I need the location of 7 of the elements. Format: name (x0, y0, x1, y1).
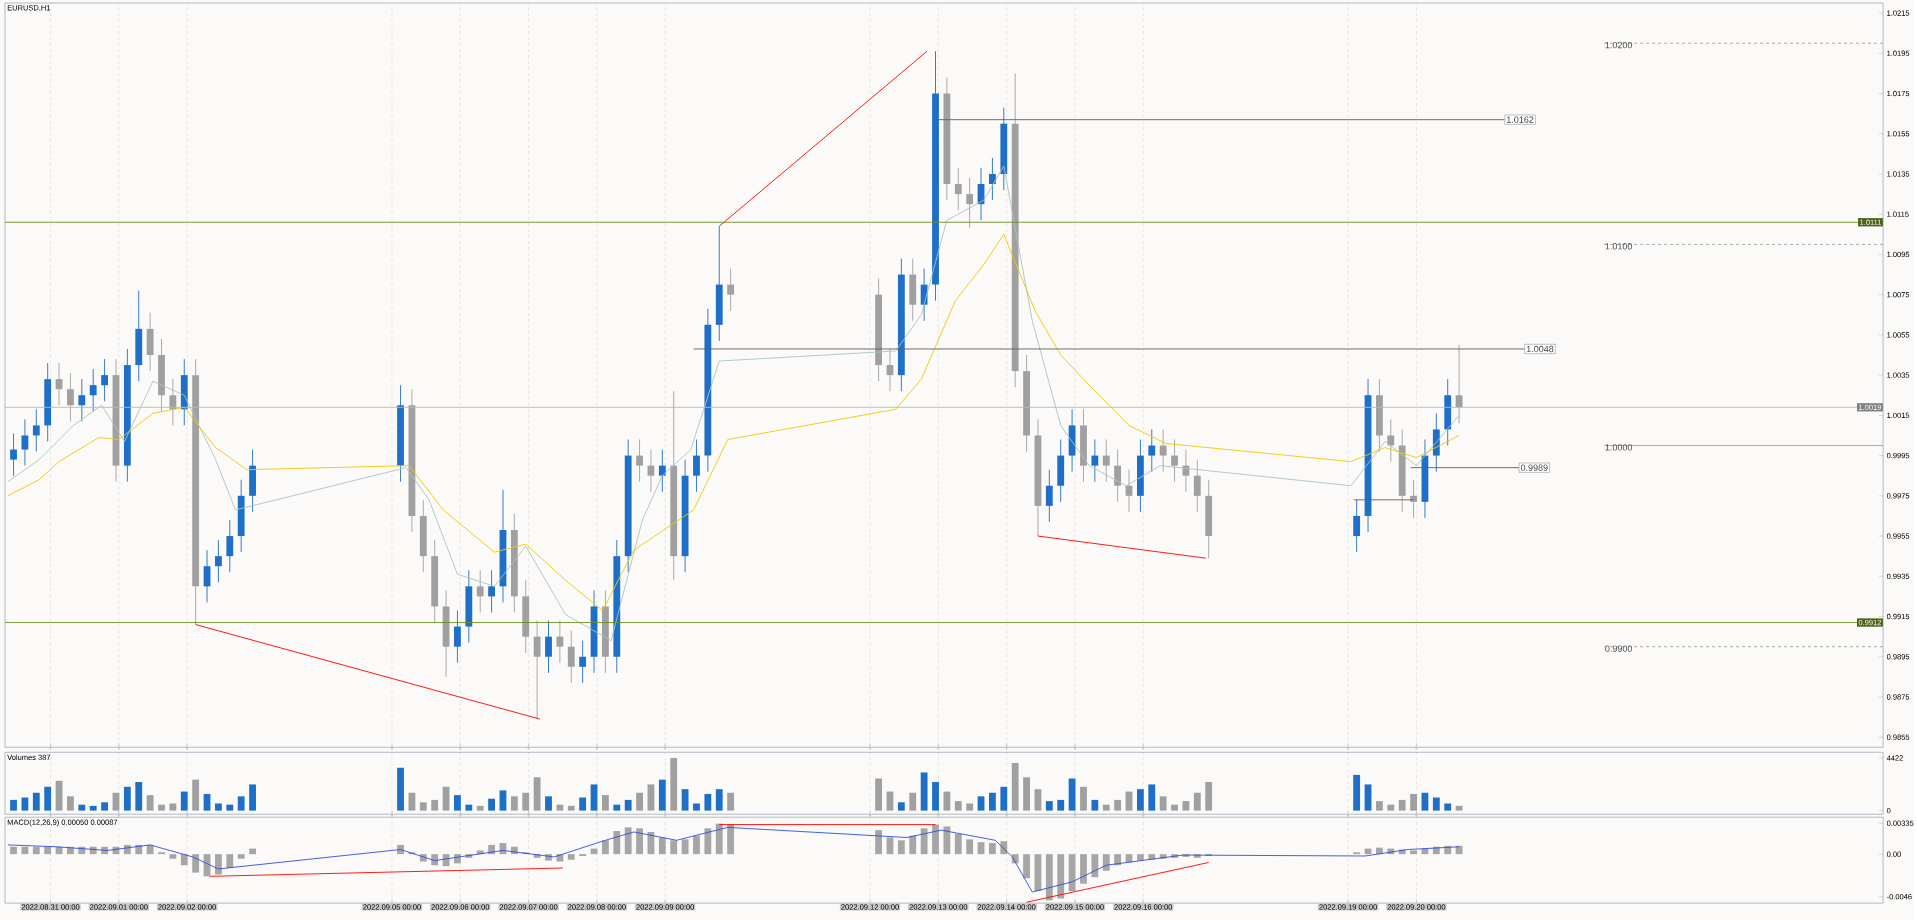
annotation: 1.0200 (1605, 41, 1633, 49)
annotation: 1.0100 (1605, 243, 1633, 250)
annotation: 1.0000 (1605, 444, 1633, 451)
series-label: 0.9989 (1520, 464, 1548, 471)
series-label: 1.0048 (1526, 345, 1554, 353)
annotation: 0.9900 (1605, 645, 1633, 652)
series-label: 1.0162 (1507, 116, 1534, 123)
